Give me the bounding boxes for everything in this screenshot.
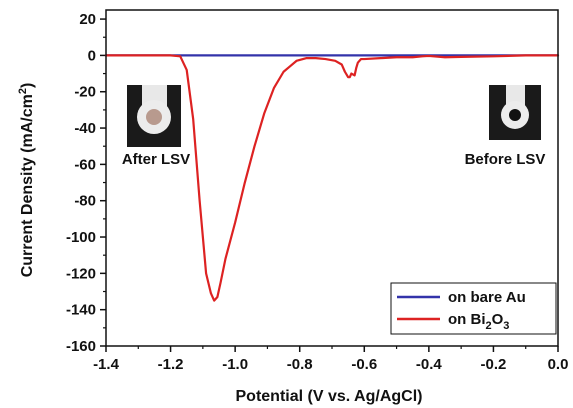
after-lsv-photo xyxy=(127,85,181,147)
legend: on bare Au on Bi2O3 xyxy=(390,282,557,335)
before-lsv-photo xyxy=(489,85,541,140)
y-tick-label: -160 xyxy=(66,338,96,355)
legend-bi-sub2: 3 xyxy=(503,320,509,332)
legend-box xyxy=(390,282,557,335)
after-lsv-label: After LSV xyxy=(122,151,190,168)
y-tick-label: -60 xyxy=(74,156,96,173)
legend-label-bi: on Bi2O3 xyxy=(448,311,509,332)
legend-bi-mid: O xyxy=(492,311,504,328)
x-tick-label: -1.2 xyxy=(158,356,184,373)
x-tick-label: -1.4 xyxy=(93,356,120,373)
plot-frame xyxy=(105,9,559,347)
y-axis-title-sup: 2 xyxy=(17,88,29,94)
x-tick-label: -0.6 xyxy=(351,356,377,373)
y-tick-label: -120 xyxy=(66,265,96,282)
before-lsv-label: Before LSV xyxy=(465,151,546,168)
legend-bi-main: on Bi xyxy=(448,311,486,328)
x-tick-label: -0.4 xyxy=(416,356,443,373)
legend-bi-sub1: 2 xyxy=(486,320,492,332)
y-tick-label: 0 xyxy=(88,47,96,64)
y-axis-title-close: ) xyxy=(19,83,36,88)
y-tick-label: -40 xyxy=(74,120,96,137)
y-tick-label: -80 xyxy=(74,193,96,210)
x-axis-title: Potential (V vs. Ag/AgCl) xyxy=(236,388,423,405)
y-axis-title: Current Density (mA/cm2) xyxy=(17,83,36,278)
x-tick-label: -0.8 xyxy=(287,356,313,373)
series-layer xyxy=(104,54,560,302)
y-tick-label: -20 xyxy=(74,84,96,101)
x-tick-label: 0.0 xyxy=(548,356,569,373)
y-axis-title-main: Current Density (mA/cm xyxy=(19,94,36,277)
x-tick-label: -0.2 xyxy=(480,356,506,373)
y-tick-label: 20 xyxy=(79,11,96,28)
x-tick-label: -1.0 xyxy=(222,356,248,373)
y-tick-label: -140 xyxy=(66,302,96,319)
series-line-bi2o3 xyxy=(104,54,560,302)
legend-label-au: on bare Au xyxy=(448,289,526,306)
y-tick-label: -100 xyxy=(66,229,96,246)
ticks-layer: -1.4 -1.2 -1.0 -0.8 -0.6 -0.4 -0.2 0.0 20 0 -20 -40… xyxy=(66,11,568,373)
